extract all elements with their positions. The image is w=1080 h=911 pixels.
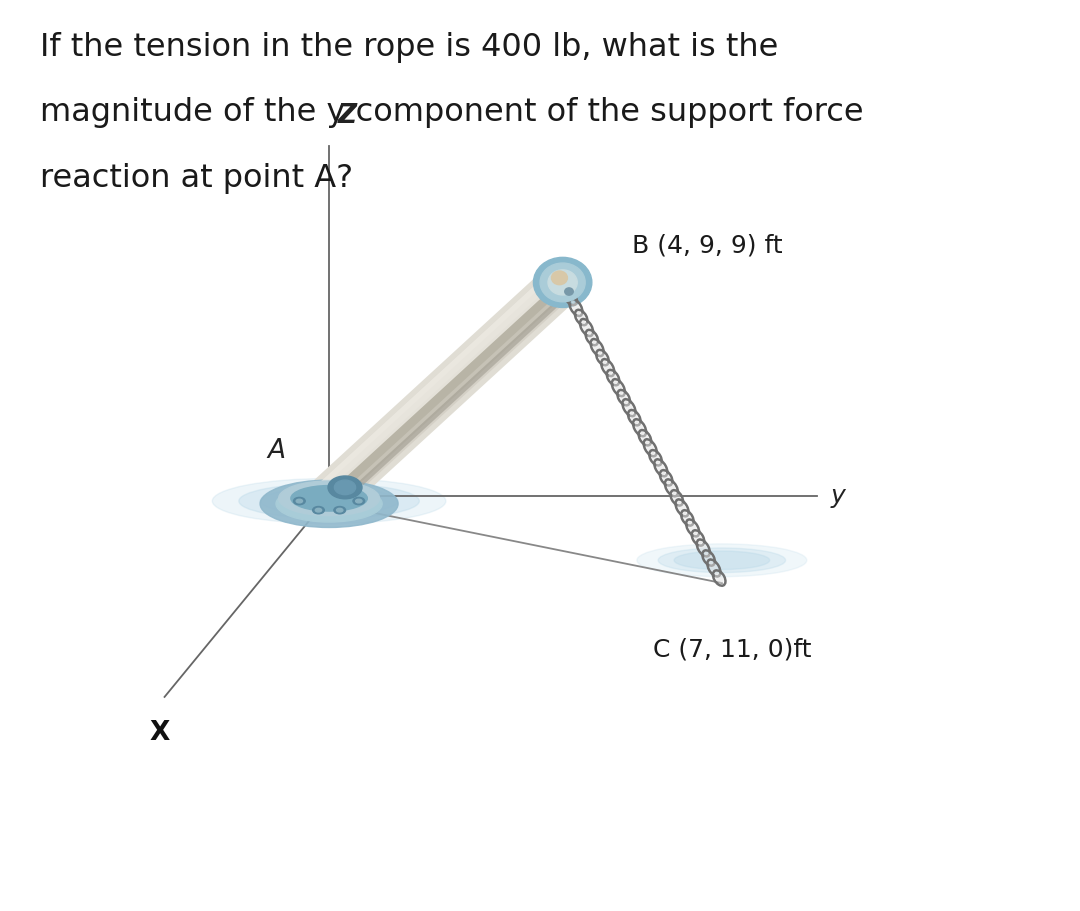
- Ellipse shape: [561, 281, 570, 293]
- Ellipse shape: [662, 473, 671, 483]
- Ellipse shape: [552, 271, 567, 284]
- Ellipse shape: [294, 497, 306, 505]
- Ellipse shape: [640, 433, 649, 443]
- Ellipse shape: [693, 533, 702, 543]
- Ellipse shape: [291, 486, 367, 511]
- Ellipse shape: [683, 513, 691, 523]
- Ellipse shape: [710, 562, 718, 574]
- Ellipse shape: [582, 322, 591, 333]
- Ellipse shape: [334, 507, 346, 514]
- Ellipse shape: [213, 478, 446, 524]
- Ellipse shape: [609, 373, 618, 383]
- Ellipse shape: [335, 480, 355, 495]
- Ellipse shape: [353, 497, 365, 505]
- Ellipse shape: [534, 258, 592, 308]
- Ellipse shape: [588, 333, 596, 343]
- Ellipse shape: [673, 493, 681, 503]
- Ellipse shape: [704, 553, 713, 563]
- Text: reaction at point A?: reaction at point A?: [40, 163, 353, 194]
- Ellipse shape: [658, 548, 785, 572]
- Ellipse shape: [657, 462, 665, 474]
- Ellipse shape: [566, 292, 575, 302]
- Ellipse shape: [312, 507, 324, 514]
- Ellipse shape: [635, 422, 644, 434]
- Ellipse shape: [603, 362, 612, 374]
- Text: C (7, 11, 0)ft: C (7, 11, 0)ft: [653, 638, 812, 661]
- Ellipse shape: [565, 288, 573, 295]
- Ellipse shape: [548, 270, 577, 295]
- Ellipse shape: [637, 544, 807, 577]
- Ellipse shape: [630, 413, 638, 423]
- Ellipse shape: [355, 499, 362, 503]
- Ellipse shape: [715, 573, 724, 583]
- Text: If the tension in the rope is 400 lb, what is the: If the tension in the rope is 400 lb, wh…: [40, 32, 779, 63]
- Ellipse shape: [260, 487, 399, 515]
- Ellipse shape: [260, 480, 399, 527]
- Ellipse shape: [651, 453, 660, 463]
- Ellipse shape: [619, 393, 629, 403]
- Ellipse shape: [666, 482, 676, 494]
- Text: X: X: [149, 720, 170, 746]
- Ellipse shape: [540, 263, 585, 302]
- Ellipse shape: [577, 312, 585, 322]
- Ellipse shape: [279, 481, 379, 516]
- Ellipse shape: [613, 382, 623, 394]
- Ellipse shape: [674, 551, 770, 569]
- Ellipse shape: [276, 486, 382, 522]
- Ellipse shape: [571, 302, 580, 313]
- Ellipse shape: [624, 402, 634, 414]
- Ellipse shape: [677, 502, 687, 514]
- Text: A: A: [267, 438, 285, 464]
- Ellipse shape: [688, 522, 698, 534]
- Ellipse shape: [328, 476, 362, 499]
- Ellipse shape: [699, 542, 707, 554]
- Ellipse shape: [315, 508, 322, 512]
- Text: y: y: [831, 485, 845, 508]
- Ellipse shape: [646, 442, 654, 454]
- Ellipse shape: [296, 499, 302, 503]
- Ellipse shape: [337, 508, 342, 512]
- Ellipse shape: [598, 353, 607, 363]
- Ellipse shape: [239, 484, 419, 518]
- Text: magnitude of the y component of the support force: magnitude of the y component of the supp…: [40, 97, 864, 128]
- Text: B (4, 9, 9) ft: B (4, 9, 9) ft: [632, 234, 782, 258]
- Text: Z: Z: [338, 103, 356, 129]
- Ellipse shape: [593, 342, 602, 353]
